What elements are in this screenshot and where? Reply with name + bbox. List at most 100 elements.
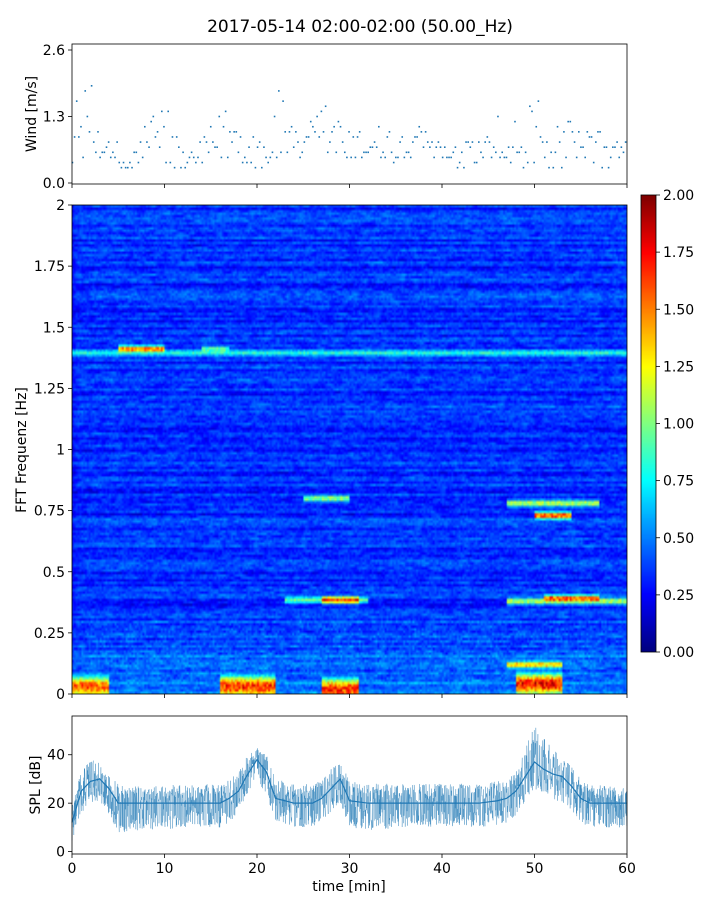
wind-point	[303, 141, 306, 143]
wind-point	[412, 141, 414, 143]
wind-point	[405, 151, 408, 154]
spl-x-tick-label: 30	[341, 861, 359, 877]
wind-point	[333, 125, 335, 128]
wind-point	[433, 156, 435, 159]
wind-point	[573, 141, 576, 143]
wind-point	[203, 136, 206, 138]
wind-point	[112, 151, 114, 154]
wind-point	[246, 161, 248, 164]
wind-plot-frame	[71, 43, 628, 185]
wind-point	[80, 125, 82, 128]
wind-point	[301, 151, 304, 154]
wind-point	[295, 131, 297, 133]
wind-point	[143, 125, 146, 128]
spl-trace	[71, 727, 628, 841]
spl-y-tick-label: 40	[47, 748, 65, 764]
wind-point	[599, 131, 601, 133]
wind-point	[501, 151, 504, 154]
wind-point	[529, 105, 531, 108]
wind-point	[207, 151, 210, 154]
wind-point	[375, 146, 378, 148]
wind-point	[469, 146, 472, 148]
wind-point	[612, 146, 614, 148]
wind-point	[397, 156, 399, 159]
wind-point	[133, 151, 135, 154]
spl-line-panel: 0 20 40 0 10 20 30 40 50 60 SPL [dB] time [min]	[28, 715, 636, 895]
wind-point	[273, 115, 276, 118]
wind-point	[554, 151, 557, 154]
wind-point	[558, 141, 561, 143]
wind-point	[307, 136, 310, 138]
wind-point	[437, 141, 440, 143]
wind-point	[148, 146, 150, 148]
wind-point	[386, 136, 389, 138]
spl-x-tick-label: 20	[248, 861, 266, 877]
wind-point	[216, 146, 218, 148]
wind-point	[503, 156, 506, 159]
wind-point	[460, 151, 463, 154]
wind-point	[209, 125, 212, 128]
wind-point	[178, 146, 180, 148]
wind-point	[231, 141, 233, 143]
wind-point	[280, 151, 282, 154]
wind-point	[580, 146, 582, 148]
wind-point	[533, 161, 535, 164]
spl-ylabel: SPL [dB]	[28, 756, 44, 815]
wind-point	[380, 156, 382, 159]
wind-point	[548, 166, 550, 169]
wind-point	[609, 156, 612, 159]
wind-point	[450, 156, 452, 159]
wind-point	[86, 115, 89, 118]
wind-point	[620, 146, 623, 148]
spl-x-tick-label: 0	[68, 861, 77, 877]
wind-point	[416, 136, 418, 138]
wind-point	[141, 156, 144, 159]
wind-point	[267, 161, 269, 164]
wind-point	[535, 125, 538, 128]
wind-point	[75, 100, 78, 102]
wind-point	[563, 131, 565, 133]
wind-point	[543, 156, 546, 159]
wind-point	[350, 156, 352, 159]
wind-point	[92, 141, 95, 143]
colorbar-ticks: 0.00 0.25 0.50 0.75 1.00 1.25 1.50 1.75 2.00	[656, 188, 694, 661]
wind-point	[463, 166, 465, 169]
wind-point	[560, 166, 563, 169]
wind-point	[475, 161, 478, 164]
wind-point	[263, 146, 265, 148]
wind-point	[426, 141, 429, 143]
wind-point	[605, 146, 608, 148]
wind-point	[497, 115, 499, 118]
wind-point	[316, 115, 318, 118]
wind-point	[512, 146, 514, 148]
wind-point	[278, 90, 280, 92]
wind-point	[378, 125, 380, 128]
wind-point	[320, 110, 323, 113]
wind-point	[154, 136, 157, 138]
wind-point	[471, 141, 474, 143]
wind-point	[537, 100, 540, 102]
spectrogram-y-tick-label: 0.5	[43, 565, 65, 581]
wind-point	[356, 136, 359, 138]
wind-point	[218, 115, 221, 118]
wind-point	[467, 141, 469, 143]
spectrogram-ylabel: FFT Frequenz [Hz]	[14, 387, 30, 513]
wind-point	[254, 166, 257, 169]
wind-point	[578, 131, 580, 133]
wind-point	[446, 156, 448, 159]
wind-point	[171, 136, 174, 138]
wind-point	[448, 156, 450, 159]
wind-point	[399, 141, 401, 143]
spectrogram-y-tick-label: 0.25	[34, 626, 65, 642]
wind-point	[275, 156, 278, 159]
wind-point	[414, 136, 416, 138]
wind-point	[435, 146, 438, 148]
wind-point	[337, 120, 340, 123]
colorbar-tick-label: 0.00	[663, 645, 694, 661]
wind-point	[309, 120, 312, 123]
wind-point	[482, 156, 484, 159]
wind-y-tick-label: 2.6	[43, 43, 65, 59]
wind-point	[454, 146, 457, 148]
wind-point	[354, 156, 357, 159]
wind-point	[99, 156, 101, 159]
